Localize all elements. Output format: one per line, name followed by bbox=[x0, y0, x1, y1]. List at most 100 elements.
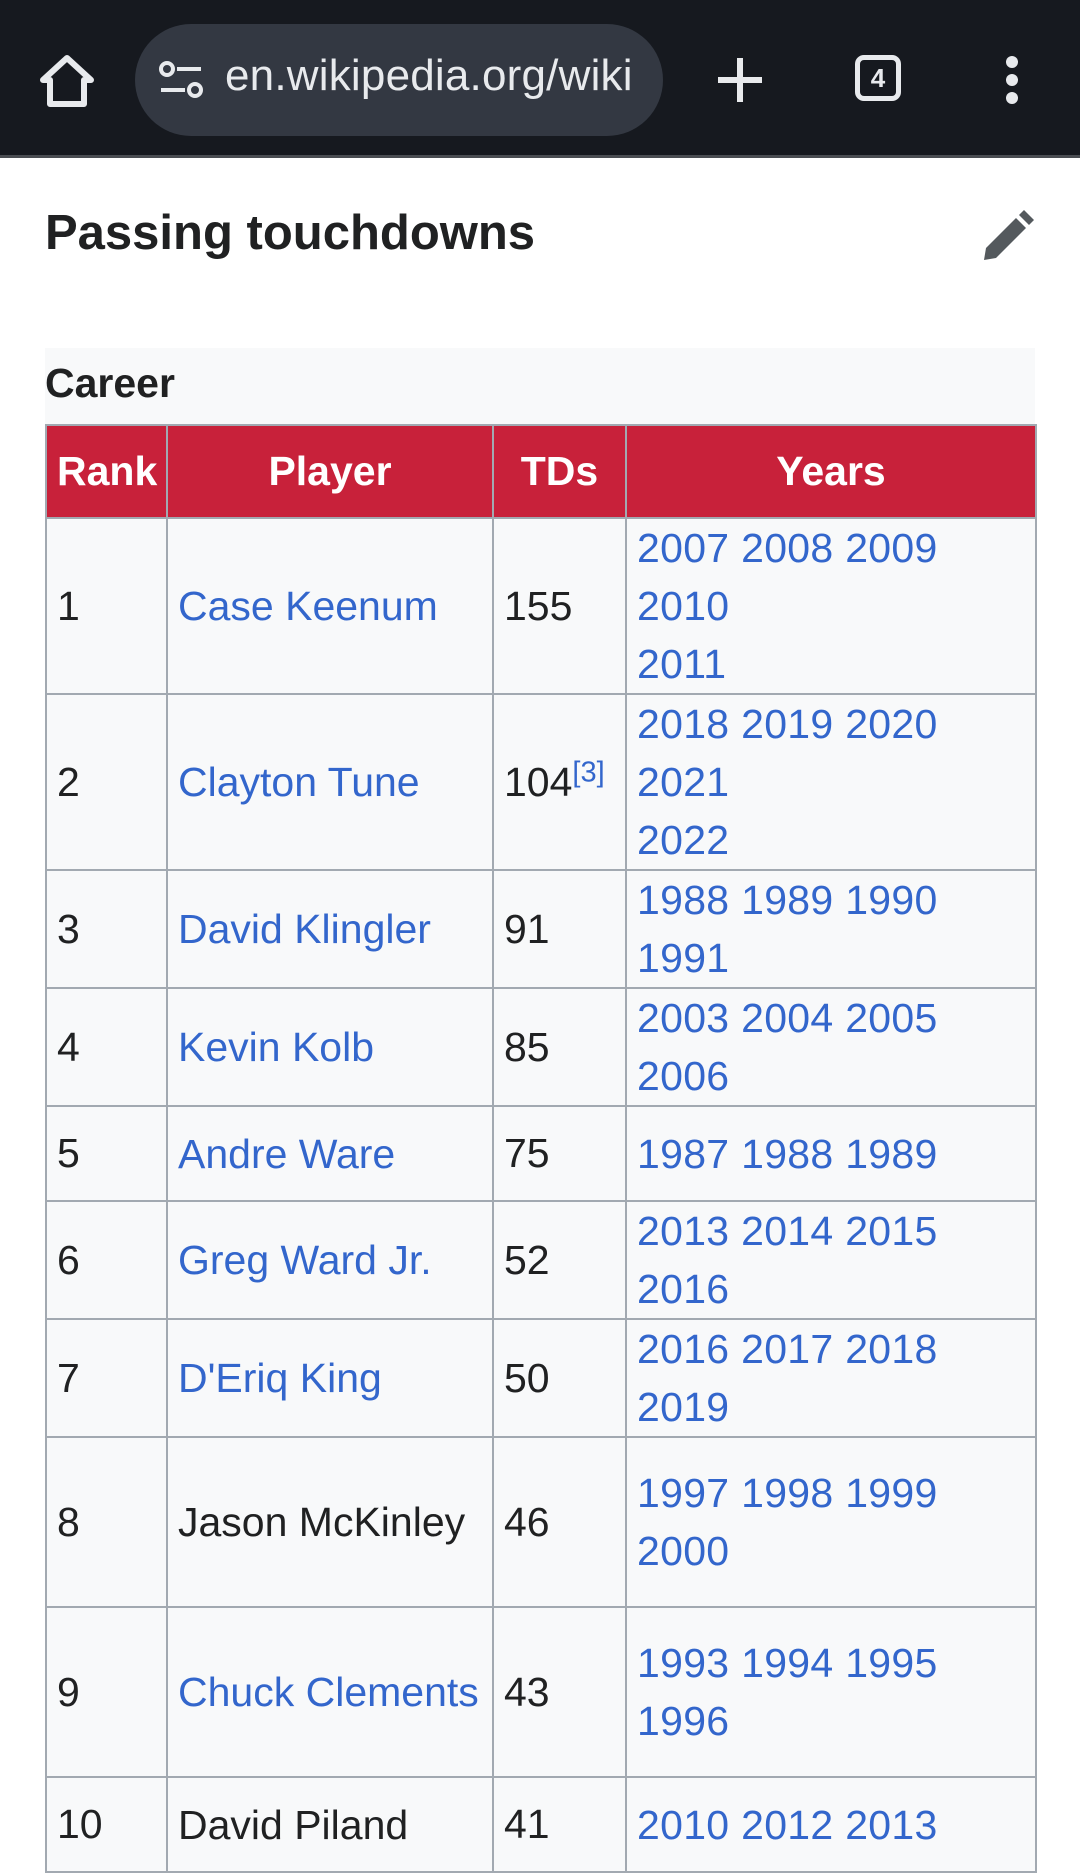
player-cell: Greg Ward Jr. bbox=[166, 1200, 494, 1320]
url-text[interactable]: en.wikipedia.org/wiki bbox=[225, 51, 633, 100]
tds-cell: 104[3] bbox=[492, 693, 627, 871]
years-cell: 2007 2008 2009 2010 2011 bbox=[625, 517, 1037, 695]
years-links[interactable]: 2016 2017 2018 2019 bbox=[637, 1326, 938, 1430]
player-cell: Kevin Kolb bbox=[166, 987, 494, 1107]
tds-value: 50 bbox=[504, 1354, 550, 1401]
tds-value: 46 bbox=[504, 1498, 550, 1545]
player-cell: Jason McKinley bbox=[166, 1436, 494, 1608]
pencil-icon[interactable] bbox=[978, 208, 1036, 266]
tds-value: 75 bbox=[504, 1130, 550, 1176]
tds-cell: 52 bbox=[492, 1200, 627, 1320]
rank-cell: 2 bbox=[45, 693, 168, 871]
years-links[interactable]: 2010 2012 2013 bbox=[637, 1801, 938, 1848]
plus-icon[interactable] bbox=[708, 48, 772, 112]
tds-cell: 41 bbox=[492, 1776, 627, 1873]
years-cell: 2018 2019 2020 2021 2022 bbox=[625, 693, 1037, 871]
years-cell: 1988 1989 1990 1991 bbox=[625, 869, 1037, 989]
tds-value: 52 bbox=[504, 1236, 550, 1283]
years-cell: 2010 2012 2013 bbox=[625, 1776, 1037, 1873]
header-player[interactable]: Player bbox=[166, 424, 494, 519]
tds-cell: 91 bbox=[492, 869, 627, 989]
player-cell: Andre Ware bbox=[166, 1105, 494, 1202]
tds-cell: 50 bbox=[492, 1318, 627, 1438]
header-rank[interactable]: Rank bbox=[45, 424, 168, 519]
player-cell: Chuck Clements bbox=[166, 1606, 494, 1778]
table-row: 1 Case Keenum 155 2007 2008 2009 2010 2011 bbox=[45, 517, 1037, 695]
header-years[interactable]: Years bbox=[625, 424, 1037, 519]
tab-switcher-icon: 4 bbox=[855, 55, 901, 101]
years-cell: 2003 2004 2005 2006 bbox=[625, 987, 1037, 1107]
years-cell: 2013 2014 2015 2016 bbox=[625, 1200, 1037, 1320]
player-link[interactable]: Greg Ward Jr. bbox=[178, 1237, 432, 1283]
rank-cell: 3 bbox=[45, 869, 168, 989]
section-heading: Passing touchdowns bbox=[45, 206, 536, 260]
table-row: 3 David Klingler 91 1988 1989 1990 1991 bbox=[45, 869, 1037, 989]
years-links[interactable]: 1987 1988 1989 bbox=[637, 1130, 938, 1177]
table-row: 9 Chuck Clements 43 1993 1994 1995 1996 bbox=[45, 1606, 1037, 1778]
player-link[interactable]: Kevin Kolb bbox=[178, 1024, 375, 1070]
player-link[interactable]: Case Keenum bbox=[178, 583, 438, 629]
rank-cell: 1 bbox=[45, 517, 168, 695]
player-link[interactable]: Andre Ware bbox=[178, 1130, 396, 1177]
tds-value: 155 bbox=[504, 582, 573, 629]
years-links[interactable]: 2022 bbox=[637, 817, 730, 863]
years-links[interactable]: 1993 1994 1995 1996 bbox=[637, 1640, 938, 1744]
rank-cell: 7 bbox=[45, 1318, 168, 1438]
tab-count: 4 bbox=[870, 62, 886, 93]
years-links[interactable]: 1997 1998 1999 2000 bbox=[637, 1470, 938, 1574]
browser-toolbar: en.wikipedia.org/wiki 4 bbox=[0, 0, 1080, 158]
years-links[interactable]: 2011 bbox=[637, 641, 727, 687]
player-cell: Clayton Tune bbox=[166, 693, 494, 871]
player-cell: D'Eriq King bbox=[166, 1318, 494, 1438]
rank-cell: 4 bbox=[45, 987, 168, 1107]
tds-value: 43 bbox=[504, 1668, 550, 1715]
table-row: 5 Andre Ware 75 1987 1988 1989 bbox=[45, 1105, 1037, 1202]
reference-link[interactable]: [3] bbox=[572, 755, 605, 788]
table-row: 10 David Piland 41 2010 2012 2013 bbox=[45, 1776, 1037, 1873]
rank-cell: 10 bbox=[45, 1776, 168, 1873]
table-row: 7 D'Eriq King 50 2016 2017 2018 2019 bbox=[45, 1318, 1037, 1438]
player-name: Jason McKinley bbox=[178, 1499, 466, 1545]
years-cell: 2016 2017 2018 2019 bbox=[625, 1318, 1037, 1438]
rank-cell: 6 bbox=[45, 1200, 168, 1320]
table-row: 6 Greg Ward Jr. 52 2013 2014 2015 2016 bbox=[45, 1200, 1037, 1320]
years-links[interactable]: 2018 2019 2020 2021 bbox=[637, 701, 938, 805]
player-cell: David Piland bbox=[166, 1776, 494, 1873]
table-caption-bar: Career bbox=[45, 348, 1035, 424]
years-cell: 1993 1994 1995 1996 bbox=[625, 1606, 1037, 1778]
passing-touchdowns-table: Rank Player TDs Years 1 Case Keenum 155 200… bbox=[45, 424, 1037, 1873]
player-link[interactable]: D'Eriq King bbox=[178, 1355, 382, 1401]
player-name: David Piland bbox=[178, 1801, 409, 1848]
rank-cell: 9 bbox=[45, 1606, 168, 1778]
years-cell: 1987 1988 1989 bbox=[625, 1105, 1037, 1202]
years-cell: 1997 1998 1999 2000 bbox=[625, 1436, 1037, 1608]
player-link[interactable]: Clayton Tune bbox=[178, 759, 420, 805]
player-link[interactable]: Chuck Clements bbox=[178, 1669, 479, 1715]
tds-cell: 75 bbox=[492, 1105, 627, 1202]
tds-value: 41 bbox=[504, 1801, 550, 1847]
home-icon[interactable] bbox=[36, 50, 98, 112]
player-link[interactable]: David Klingler bbox=[178, 906, 431, 952]
tds-cell: 155 bbox=[492, 517, 627, 695]
years-links[interactable]: 2003 2004 2005 2006 bbox=[637, 995, 938, 1099]
tune-icon[interactable] bbox=[157, 58, 205, 102]
more-vert-icon[interactable] bbox=[1000, 52, 1024, 108]
rank-cell: 8 bbox=[45, 1436, 168, 1608]
header-tds[interactable]: TDs bbox=[492, 424, 627, 519]
player-cell: Case Keenum bbox=[166, 517, 494, 695]
tds-cell: 85 bbox=[492, 987, 627, 1107]
tds-value: 91 bbox=[504, 905, 550, 952]
table-caption: Career bbox=[45, 360, 175, 406]
table-row: 2 Clayton Tune 104[3] 2018 2019 2020 2021 20… bbox=[45, 693, 1037, 871]
years-links[interactable]: 1988 1989 1990 1991 bbox=[637, 877, 938, 981]
player-cell: David Klingler bbox=[166, 869, 494, 989]
tab-switcher-button[interactable]: 4 bbox=[852, 52, 904, 104]
tds-value: 104 bbox=[504, 758, 573, 805]
years-links[interactable]: 2013 2014 2015 2016 bbox=[637, 1208, 938, 1312]
years-links[interactable]: 2007 2008 2009 2010 bbox=[637, 525, 938, 629]
table-header-row: Rank Player TDs Years bbox=[45, 424, 1037, 519]
tds-value: 85 bbox=[504, 1023, 550, 1070]
address-bar[interactable]: en.wikipedia.org/wiki bbox=[135, 24, 663, 136]
tds-cell: 46 bbox=[492, 1436, 627, 1608]
table-row: 8 Jason McKinley 46 1997 1998 1999 2000 bbox=[45, 1436, 1037, 1608]
